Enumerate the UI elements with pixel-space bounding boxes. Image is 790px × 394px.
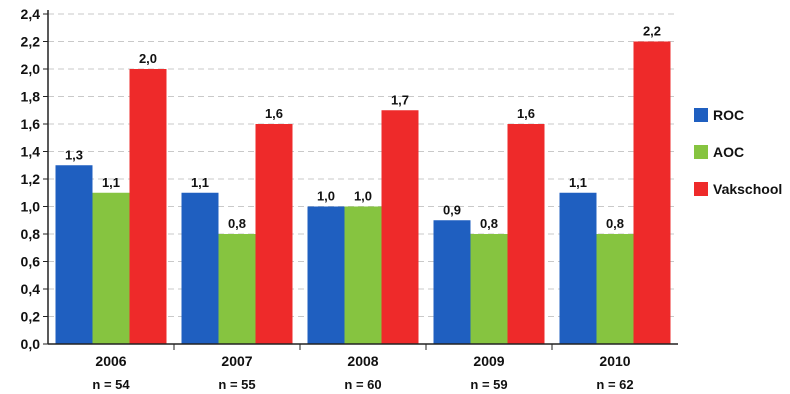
bar-vakschool-2009 <box>507 124 545 344</box>
y-tick-label: 2,4 <box>21 6 41 22</box>
y-tick-label: 1,4 <box>21 144 41 160</box>
y-tick-label: 0,8 <box>21 226 41 242</box>
data-label: 0,9 <box>443 202 461 217</box>
data-label: 1,0 <box>317 189 335 204</box>
y-tick-label: 1,2 <box>21 171 41 187</box>
bar-roc-2007 <box>181 192 219 344</box>
data-label: 1,6 <box>517 106 535 121</box>
legend: ROC AOC Vakschool <box>694 107 782 197</box>
bar-roc-2008 <box>307 206 345 344</box>
legend-label: Vakschool <box>713 181 782 197</box>
data-label: 1,1 <box>569 175 587 190</box>
data-labels: 1,3 1,1 2,0 1,1 0,8 1,6 1,0 1,0 1,7 0,9 0,8 1,6 1,1 0… <box>65 24 661 232</box>
bar-roc-2010 <box>559 192 597 344</box>
data-label: 1,0 <box>354 189 372 204</box>
bar-aoc-2009 <box>470 234 508 344</box>
y-tick-label: 0,2 <box>21 309 41 325</box>
legend-label: AOC <box>713 144 744 160</box>
x-category-n-label: n = 55 <box>218 377 255 392</box>
x-category-n-label: n = 60 <box>344 377 381 392</box>
legend-swatch <box>694 145 708 159</box>
bar-vakschool-2007 <box>255 124 293 344</box>
y-tick-label: 0,6 <box>21 254 41 270</box>
y-tick-label: 0,4 <box>21 281 41 297</box>
legend-label: ROC <box>713 107 744 123</box>
data-label: 1,1 <box>191 175 209 190</box>
y-tick-label: 2,0 <box>21 61 41 77</box>
data-label: 1,6 <box>265 106 283 121</box>
x-category-n-label: n = 59 <box>470 377 507 392</box>
data-label: 1,1 <box>102 175 120 190</box>
bar-roc-2009 <box>433 220 471 344</box>
x-category-label: 2007 <box>221 353 252 369</box>
bar-vakschool-2006 <box>129 69 167 344</box>
data-label: 0,8 <box>480 216 498 231</box>
y-tick-label: 0,0 <box>21 336 41 352</box>
x-category-label: 2008 <box>347 353 378 369</box>
data-label: 2,0 <box>139 51 157 66</box>
x-category-labels: 2006 n = 54 2007 n = 55 2008 n = 60 2009 n = 59… <box>92 353 633 392</box>
x-category-label: 2010 <box>599 353 630 369</box>
data-label: 1,3 <box>65 147 83 162</box>
x-category-label: 2006 <box>95 353 126 369</box>
x-category-n-label: n = 62 <box>596 377 633 392</box>
y-tick-label: 2,2 <box>21 34 41 50</box>
bar-aoc-2006 <box>92 192 130 344</box>
legend-swatch <box>694 108 708 122</box>
bar-vakschool-2008 <box>381 110 419 344</box>
data-label: 2,2 <box>643 24 661 39</box>
bars-group <box>55 41 671 344</box>
y-tick-labels: 0,0 0,2 0,4 0,6 0,8 1,0 1,2 1,4 1,6 1,8 2,0 2,2 2,4 <box>21 6 41 352</box>
y-tick-label: 1,0 <box>21 199 41 215</box>
bar-aoc-2007 <box>218 234 256 344</box>
legend-swatch <box>694 182 708 196</box>
data-label: 1,7 <box>391 92 409 107</box>
data-label: 0,8 <box>606 216 624 231</box>
y-tick-label: 1,8 <box>21 89 41 105</box>
axes <box>43 10 678 350</box>
x-category-label: 2009 <box>473 353 504 369</box>
data-label: 0,8 <box>228 216 246 231</box>
bar-vakschool-2010 <box>633 41 671 344</box>
bar-roc-2006 <box>55 165 93 344</box>
x-category-n-label: n = 54 <box>92 377 130 392</box>
bar-aoc-2010 <box>596 234 634 344</box>
y-tick-label: 1,6 <box>21 116 41 132</box>
bar-aoc-2008 <box>344 206 382 344</box>
